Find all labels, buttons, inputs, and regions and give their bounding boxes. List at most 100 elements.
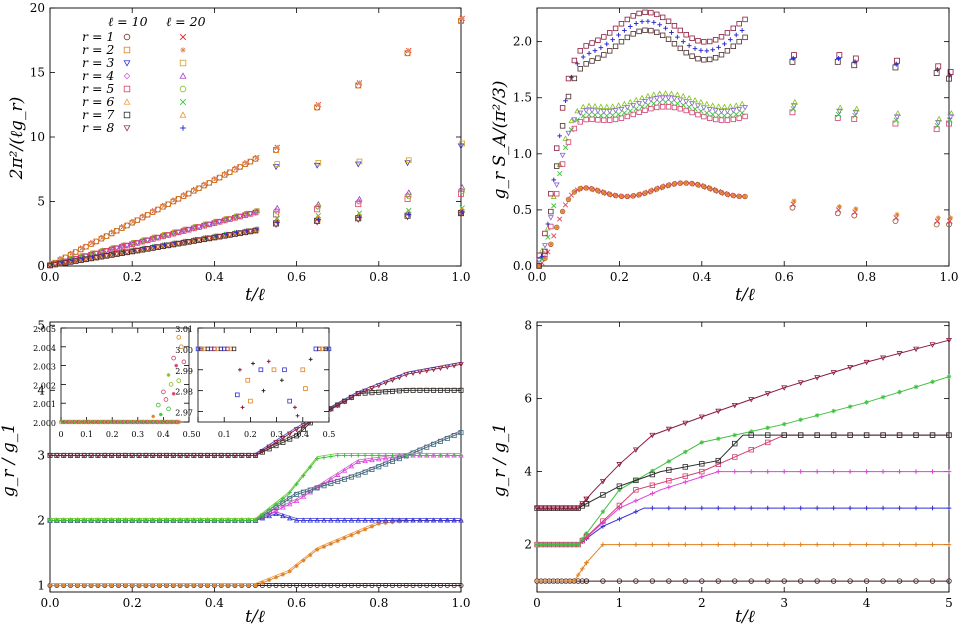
data-point [424, 453, 429, 458]
data-point [403, 582, 409, 588]
data-point [406, 48, 412, 53]
data-point [538, 578, 544, 584]
y-tick-label: 3.01 [175, 325, 193, 334]
data-point [247, 229, 254, 235]
y-tick-label: 4 [524, 465, 532, 479]
data-point [544, 225, 551, 231]
data-point [431, 441, 437, 447]
data-point [313, 162, 321, 169]
panel-bottom-right: 0 1 2 3 4 5 2 4 6 8 t/ℓ g_r / g_1 [490, 319, 953, 627]
data-point [913, 578, 919, 584]
data-point [123, 98, 131, 105]
legend-header-l20: ℓ = 20 [166, 14, 206, 29]
data-point [451, 517, 457, 523]
data-point [617, 487, 622, 493]
data-point [601, 117, 607, 123]
data-point [321, 483, 327, 489]
data-point [328, 481, 334, 487]
data-point [260, 580, 265, 585]
data-point [179, 98, 187, 106]
data-point [164, 518, 169, 523]
data-point [836, 104, 844, 111]
data-point [171, 518, 176, 523]
data-point [354, 217, 362, 223]
data-point [226, 232, 233, 239]
data-point [342, 453, 347, 458]
data-point [444, 435, 450, 441]
data-point [397, 453, 402, 458]
data-point [642, 99, 648, 105]
data-point [545, 221, 551, 227]
data-point [851, 116, 858, 122]
data-point [847, 578, 853, 584]
data-point [897, 505, 902, 511]
data-point [699, 474, 705, 480]
data-point [863, 359, 870, 366]
data-point [315, 547, 320, 552]
data-point [933, 70, 940, 76]
data-point [294, 582, 300, 588]
data-point [748, 432, 754, 438]
data-point [633, 498, 639, 504]
data-point [715, 188, 722, 195]
data-point [308, 553, 313, 558]
data-point [622, 28, 627, 33]
data-point [724, 30, 731, 36]
data-point [82, 256, 90, 263]
series-line [50, 452, 461, 519]
data-point [559, 542, 565, 547]
data-point [131, 219, 136, 224]
data-point [158, 412, 163, 417]
data-point [547, 215, 554, 221]
data-point [54, 583, 59, 588]
data-point [724, 117, 731, 123]
data-point [880, 432, 886, 438]
data-point [179, 59, 187, 67]
data-point [131, 240, 137, 246]
data-point [551, 542, 556, 547]
data-point [706, 107, 713, 113]
data-point [196, 185, 202, 191]
data-point [294, 482, 299, 487]
data-point [864, 469, 869, 474]
data-point [457, 190, 464, 197]
data-point [168, 382, 174, 387]
data-point [213, 176, 219, 181]
data-point [718, 52, 725, 58]
data-point [321, 544, 327, 549]
data-point [797, 432, 804, 438]
data-point [184, 583, 190, 588]
data-point [121, 224, 126, 229]
data-point [212, 518, 217, 523]
data-point [935, 215, 941, 221]
data-point [880, 578, 886, 584]
data-point [683, 505, 688, 511]
data-point [653, 96, 660, 102]
y-tick-label: 6 [524, 392, 532, 406]
data-point [689, 53, 695, 59]
data-point [102, 583, 107, 588]
series-line [50, 430, 462, 519]
data-point [172, 197, 177, 203]
data-point [847, 542, 853, 547]
x-tick-label: 0.3 [270, 430, 283, 439]
data-point [612, 25, 619, 32]
data-point [612, 108, 619, 114]
data-point [618, 38, 625, 45]
data-point [555, 542, 560, 547]
data-point [666, 182, 671, 188]
data-point [695, 111, 701, 118]
data-point [677, 97, 684, 103]
data-point [102, 453, 108, 459]
data-point [280, 513, 286, 519]
series-line [537, 544, 949, 582]
data-point [946, 75, 952, 82]
data-point [389, 388, 395, 394]
data-point [624, 16, 631, 23]
data-point [321, 517, 327, 523]
data-point [438, 453, 443, 458]
data-point [174, 419, 179, 425]
data-point [913, 346, 920, 353]
data-point [206, 236, 213, 242]
y-tick-label: 2 [524, 538, 532, 552]
